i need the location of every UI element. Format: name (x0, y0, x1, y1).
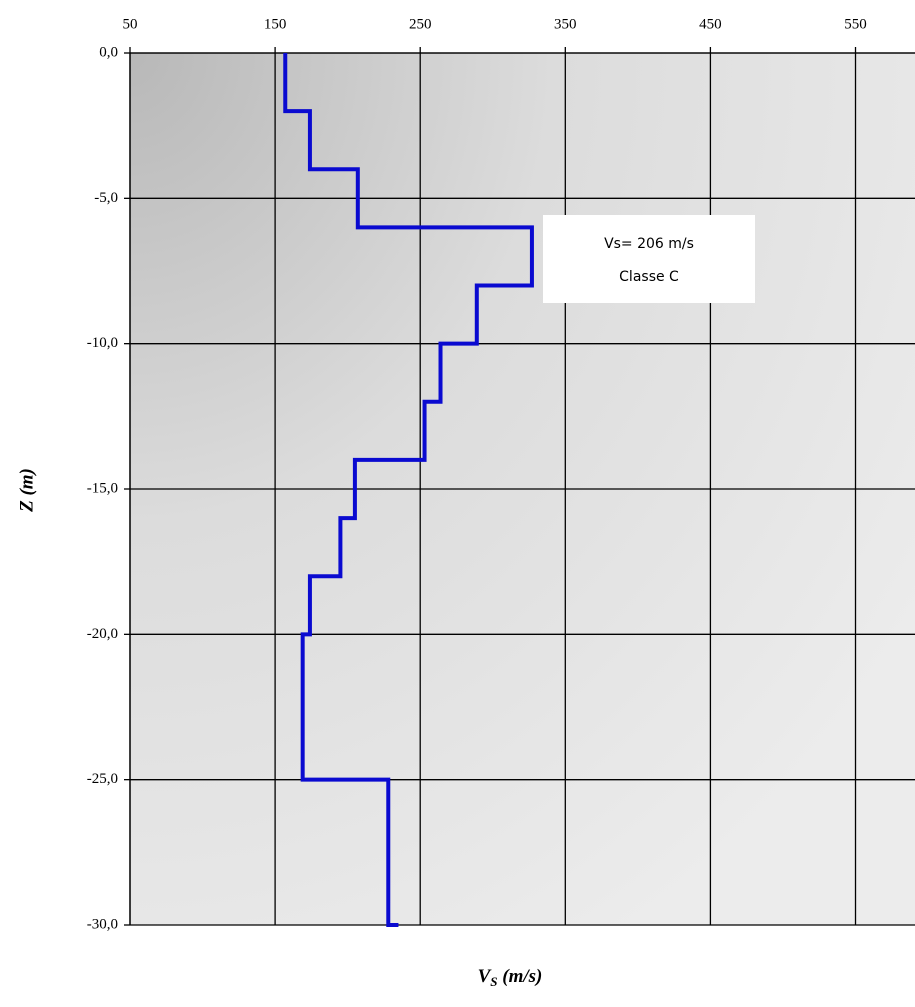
x-axis-label-part: V (478, 966, 492, 987)
x-tick-label: 50 (123, 16, 138, 32)
y-tick-label: -20,0 (87, 626, 118, 642)
y-tick-label: -30,0 (87, 916, 118, 932)
x-axis-label-sub: S (490, 974, 497, 989)
annotation: Classe C (619, 269, 679, 285)
profile-line (283, 53, 534, 927)
y-tick-label: -10,0 (87, 335, 118, 351)
y-tick-label: -15,0 (87, 480, 118, 496)
x-tick-label: 250 (409, 16, 432, 32)
x-tick-label: 350 (554, 16, 577, 32)
y-tick-label: 0,0 (99, 44, 118, 60)
x-axis-label-part: (m/s) (498, 966, 543, 987)
annotation-box (543, 215, 755, 303)
annotation: Vs= 206 m/s (604, 236, 694, 252)
y-tick-label: -25,0 (87, 771, 118, 787)
x-tick-label: 450 (699, 16, 722, 32)
x-tick-label: 150 (264, 16, 287, 32)
x-axis-label: VS (m/s) (478, 966, 543, 989)
x-tick-label: 550 (844, 16, 867, 32)
y-axis-label: Z (m) (16, 468, 37, 513)
y-tick-label: -5,0 (94, 190, 118, 206)
